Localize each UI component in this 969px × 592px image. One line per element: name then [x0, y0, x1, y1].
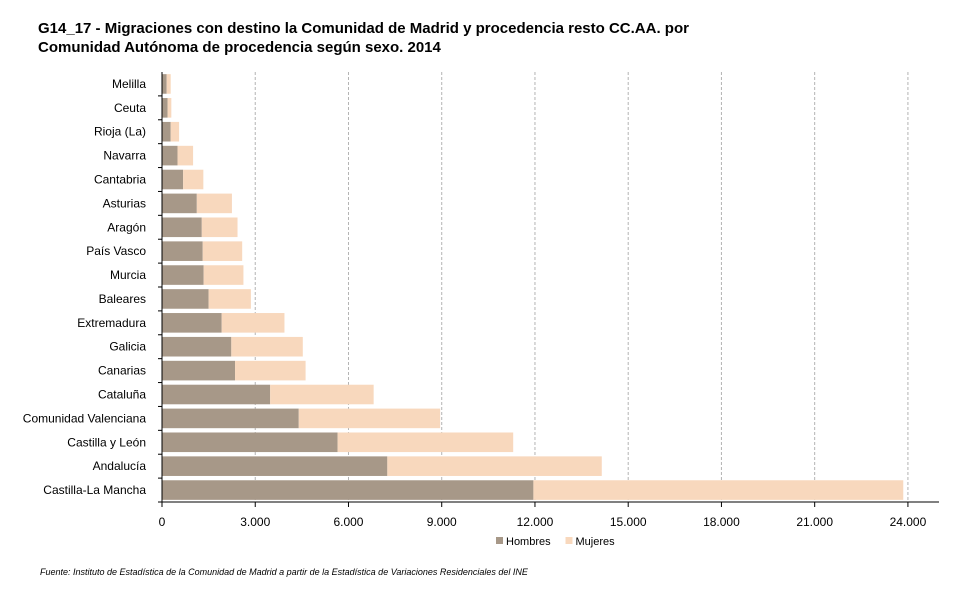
chart-title: G14_17 - Migraciones con destino la Comu… [38, 19, 938, 57]
bar-hombres [162, 480, 534, 500]
bar-hombres [162, 313, 222, 333]
bar-hombres [162, 74, 167, 94]
bar-mujeres [208, 289, 251, 309]
bar-hombres [162, 98, 168, 118]
legend-swatch-mujeres [565, 537, 573, 544]
bar-mujeres [235, 360, 306, 381]
bar-mujeres [221, 313, 285, 333]
category-label: País Vasco [86, 244, 146, 258]
bar-hombres [162, 456, 388, 476]
chart-title-line-2: Comunidad Autónoma de procedencia según … [38, 39, 441, 56]
bar-hombres [162, 193, 197, 214]
x-tick-label: 9.000 [427, 515, 457, 529]
bar-mujeres [201, 217, 238, 238]
bar-mujeres [196, 193, 232, 214]
category-label: Navarra [103, 149, 146, 163]
bar-mujeres [170, 121, 180, 142]
bar-mujeres [166, 74, 171, 94]
bar-mujeres [177, 145, 194, 166]
bar-hombres [162, 408, 299, 429]
bar-mujeres [203, 265, 244, 285]
x-tick-label: 12.000 [517, 515, 554, 529]
bar-mujeres [202, 241, 243, 261]
bar-hombres [162, 289, 209, 309]
category-label: Asturias [103, 196, 146, 210]
bar-hombres [162, 384, 271, 405]
bar-mujeres [270, 384, 374, 405]
source-note: Fuente: Instituto de Estadística de la C… [40, 567, 528, 577]
category-label: Andalucía [93, 459, 147, 473]
x-tick-label: 21.000 [796, 515, 833, 529]
category-label: Aragón [107, 220, 146, 234]
x-tick-label: 0 [159, 515, 166, 529]
bar-mujeres [298, 408, 441, 429]
x-tick-label: 3.000 [240, 515, 270, 529]
bar-hombres [162, 360, 236, 381]
bar-mujeres [533, 480, 904, 500]
category-label: Castilla-La Mancha [43, 483, 146, 497]
bar-hombres [162, 121, 171, 142]
x-tick-label: 6.000 [333, 515, 363, 529]
legend-label-hombres: Hombres [506, 536, 551, 548]
bar-mujeres [183, 169, 204, 190]
x-tick-label: 24.000 [890, 515, 927, 529]
bar-chart: Melilla Ceuta Rioja (La) Navarra Cantabria As… [23, 72, 939, 548]
legend-label-mujeres: Mujeres [576, 536, 616, 548]
legend-swatch-hombres [496, 537, 503, 544]
category-label: Galicia [109, 340, 146, 354]
bar-hombres [162, 432, 338, 453]
category-label: Melilla [112, 77, 146, 91]
category-label: Canarias [98, 364, 146, 378]
bar-hombres [162, 169, 184, 190]
category-label: Murcia [110, 268, 146, 282]
category-label: Comunidad Valenciana [23, 411, 147, 425]
bar-mujeres [337, 432, 514, 453]
bar-hombres [162, 241, 203, 261]
x-tick-label: 18.000 [703, 515, 740, 529]
category-label: Baleares [99, 292, 146, 306]
category-label: Ceuta [114, 101, 146, 115]
category-label: Extremadura [77, 316, 146, 330]
x-tick-label: 15.000 [610, 515, 647, 529]
bar-mujeres [167, 98, 172, 118]
category-label: Castilla y León [67, 435, 146, 449]
bar-hombres [162, 265, 204, 285]
bar-mujeres [231, 336, 303, 357]
bar-hombres [162, 145, 178, 166]
bar-hombres [162, 336, 232, 357]
bar-mujeres [387, 456, 602, 476]
category-label: Cataluña [98, 388, 146, 402]
chart-title-line-1: G14_17 - Migraciones con destino la Comu… [38, 20, 689, 37]
category-label: Rioja (La) [94, 125, 146, 139]
bar-hombres [162, 217, 202, 238]
category-label: Cantabria [94, 173, 146, 187]
